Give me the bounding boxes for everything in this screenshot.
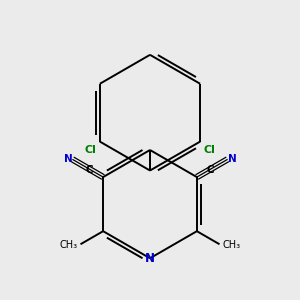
Text: CH₃: CH₃ bbox=[60, 240, 78, 250]
Text: Cl: Cl bbox=[84, 145, 96, 155]
Text: N: N bbox=[145, 252, 155, 265]
Text: C: C bbox=[86, 165, 93, 175]
Text: Cl: Cl bbox=[204, 145, 216, 155]
Text: N: N bbox=[64, 154, 72, 164]
Text: CH₃: CH₃ bbox=[222, 240, 240, 250]
Text: N: N bbox=[228, 154, 236, 164]
Text: C: C bbox=[207, 165, 214, 175]
